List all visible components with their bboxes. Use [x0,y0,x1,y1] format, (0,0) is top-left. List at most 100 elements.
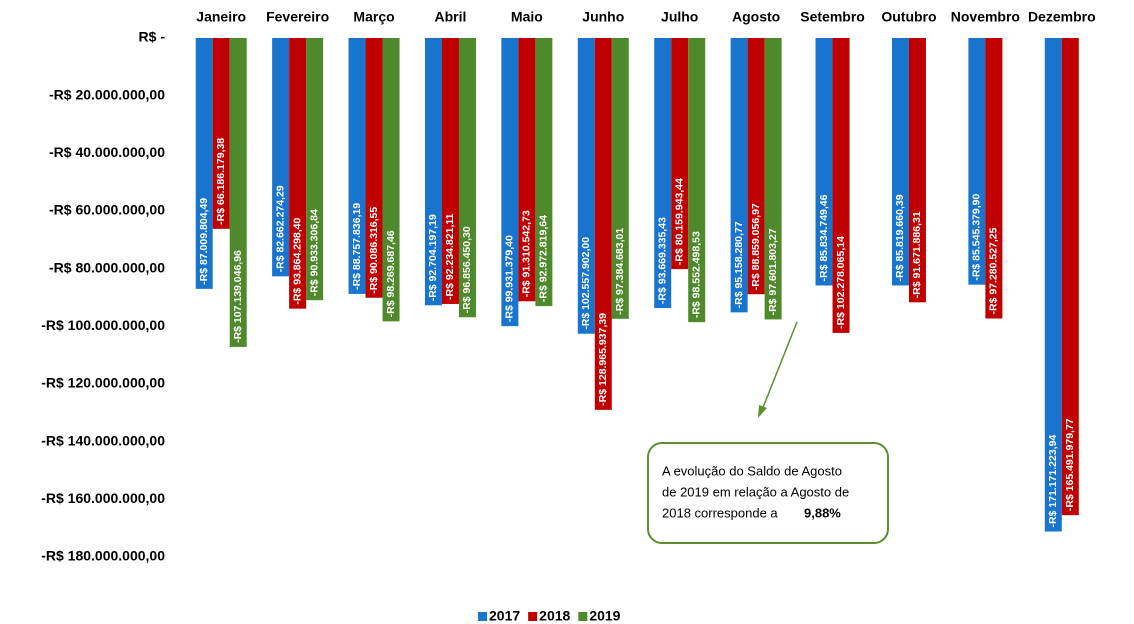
bar [747,38,765,295]
value-label: -R$ 93.864.298,40 [291,217,303,304]
value-label: -R$ 99.931.379,40 [504,235,516,322]
value-label: -R$ 98.269.687,46 [385,230,397,317]
y-tick-label: -R$ 40.000.000,00 [49,144,165,160]
value-label: -R$ 97.384.683,01 [614,228,626,315]
legend-label: 2018 [539,608,570,624]
annotation-line: de 2019 em relação a Agosto de [662,484,849,499]
bar [577,38,595,334]
bar [348,38,366,294]
annotation-line: A evolução do Saldo de Agosto [662,463,842,478]
bar [671,38,689,270]
annotation-highlight: 9,88% [804,505,841,520]
x-tick-label: Dezembro [1028,9,1096,25]
bar [212,38,230,229]
x-tick-label: Setembro [800,9,865,25]
legend-swatch [578,612,588,621]
value-label: -R$ 98.552.498,53 [690,231,702,318]
value-label: -R$ 85.545.379,90 [971,194,983,281]
bar [832,38,850,333]
value-label: -R$ 93.669.335,43 [656,217,668,304]
bar [272,38,290,277]
value-label: -R$ 82.662.274,29 [274,185,286,272]
x-tick-label: Março [353,9,394,25]
value-label: -R$ 171.171.223,94 [1047,435,1059,528]
legend-swatch [528,612,538,621]
x-tick-label: Novembro [951,9,1020,25]
value-label: -R$ 80.159.943,44 [673,178,685,265]
value-label: -R$ 102.557.902,00 [580,237,592,330]
value-label: -R$ 91.671.886,31 [911,211,923,298]
x-tick-label: Abril [435,9,467,25]
value-label: -R$ 92.234.821,11 [444,213,456,300]
value-label: -R$ 102.278.065,14 [835,236,847,329]
bar [535,38,553,307]
bar [289,38,307,309]
y-tick-label: -R$ 80.000.000,00 [49,259,165,275]
value-label: -R$ 92.704.197,19 [427,214,439,301]
x-tick-label: Julho [661,9,698,25]
x-tick-label: Maio [511,9,543,25]
bar [654,38,672,309]
value-label: -R$ 92.972.819,64 [538,215,550,302]
bar [382,38,400,322]
y-tick-label: -R$ 160.000.000,00 [41,490,165,506]
value-label: -R$ 90.086.316,55 [368,207,380,294]
bar [195,38,213,289]
annotation-line: 2018 corresponde a [662,505,778,520]
value-label: -R$ 85.834.749,46 [818,194,830,281]
value-label: -R$ 107.139.046,96 [232,250,244,343]
x-tick-label: Agosto [732,9,780,25]
legend-label: 2017 [489,608,520,624]
value-label: -R$ 87.009.804,49 [198,198,210,285]
value-label: -R$ 95.158.280,77 [733,221,745,308]
bar [424,38,442,306]
y-tick-label: -R$ 20.000.000,00 [49,86,165,102]
value-label: -R$ 88.859.056,97 [750,203,762,290]
bar [985,38,1003,319]
bar [306,38,324,301]
x-tick-label: Fevereiro [266,9,329,25]
bar [730,38,748,313]
value-label: -R$ 91.310.542,73 [521,210,533,297]
x-tick-label: Outubro [881,9,936,25]
value-label: -R$ 128.965.937,39 [597,313,609,406]
bar [968,38,986,285]
bar [908,38,926,303]
y-tick-label: -R$ 180.000.000,00 [41,548,165,564]
bar [891,38,909,286]
arrow-head [758,405,767,418]
y-tick-label: R$ - [139,29,166,45]
bar [229,38,247,347]
bar [1044,38,1062,532]
value-label: -R$ 85.819.660,39 [894,194,906,281]
annotation-arrow [761,321,798,411]
bar [1061,38,1079,516]
legend-label: 2019 [589,608,620,624]
y-tick-label: -R$ 60.000.000,00 [49,202,165,218]
y-tick-label: -R$ 120.000.000,00 [41,375,165,391]
x-tick-label: Junho [582,9,624,25]
bar [815,38,833,286]
bar [611,38,629,319]
bar [458,38,476,318]
y-tick-label: -R$ 140.000.000,00 [41,432,165,448]
annotation-box [647,442,889,544]
bar [594,38,612,410]
bar [518,38,536,302]
value-label: -R$ 96.856.450,30 [461,226,473,313]
value-label: -R$ 88.757.836,19 [351,203,363,290]
bar [688,38,706,323]
bar [764,38,782,320]
value-label: -R$ 66.186.179,38 [215,138,227,225]
bar [365,38,383,298]
bar [501,38,519,327]
bar [441,38,459,304]
value-label: -R$ 165.491.979,77 [1064,418,1076,511]
x-tick-label: Janeiro [196,9,246,25]
value-label: -R$ 97.601.803,27 [767,228,779,315]
y-tick-label: -R$ 100.000.000,00 [41,317,165,333]
value-label: -R$ 90.933.306,84 [308,209,320,296]
legend-swatch [478,612,487,621]
value-label: -R$ 97.280.527,25 [988,227,1000,314]
